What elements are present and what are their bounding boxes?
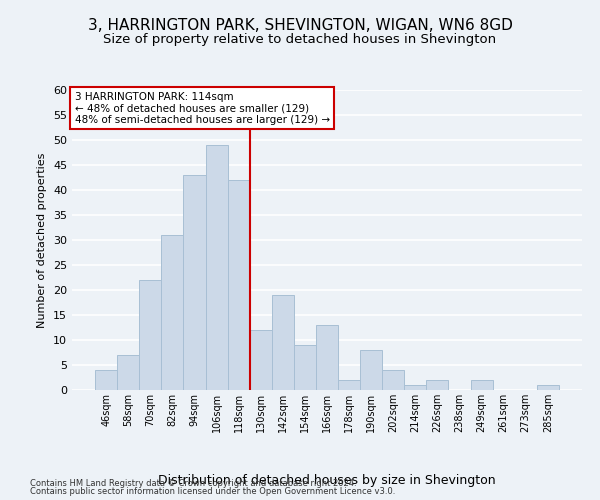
Text: 3, HARRINGTON PARK, SHEVINGTON, WIGAN, WN6 8GD: 3, HARRINGTON PARK, SHEVINGTON, WIGAN, W… (88, 18, 512, 32)
Text: 3 HARRINGTON PARK: 114sqm
← 48% of detached houses are smaller (129)
48% of semi: 3 HARRINGTON PARK: 114sqm ← 48% of detac… (74, 92, 329, 124)
Bar (404, 385, 427, 390)
Bar (272, 295, 294, 390)
Bar (161, 235, 184, 390)
Bar (382, 370, 404, 390)
X-axis label: Distribution of detached houses by size in Shevington: Distribution of detached houses by size … (158, 474, 496, 487)
Bar (427, 380, 448, 390)
Text: Size of property relative to detached houses in Shevington: Size of property relative to detached ho… (103, 32, 497, 46)
Bar (206, 145, 227, 390)
Bar (338, 380, 360, 390)
Text: Contains HM Land Registry data © Crown copyright and database right 2024.: Contains HM Land Registry data © Crown c… (30, 478, 356, 488)
Bar (95, 370, 117, 390)
Bar (117, 355, 139, 390)
Bar (250, 330, 272, 390)
Y-axis label: Number of detached properties: Number of detached properties (37, 152, 47, 328)
Bar (360, 350, 382, 390)
Bar (227, 180, 250, 390)
Text: Contains public sector information licensed under the Open Government Licence v3: Contains public sector information licen… (30, 487, 395, 496)
Bar (316, 325, 338, 390)
Bar (294, 345, 316, 390)
Bar (139, 280, 161, 390)
Bar (537, 385, 559, 390)
Bar (184, 175, 206, 390)
Bar (470, 380, 493, 390)
